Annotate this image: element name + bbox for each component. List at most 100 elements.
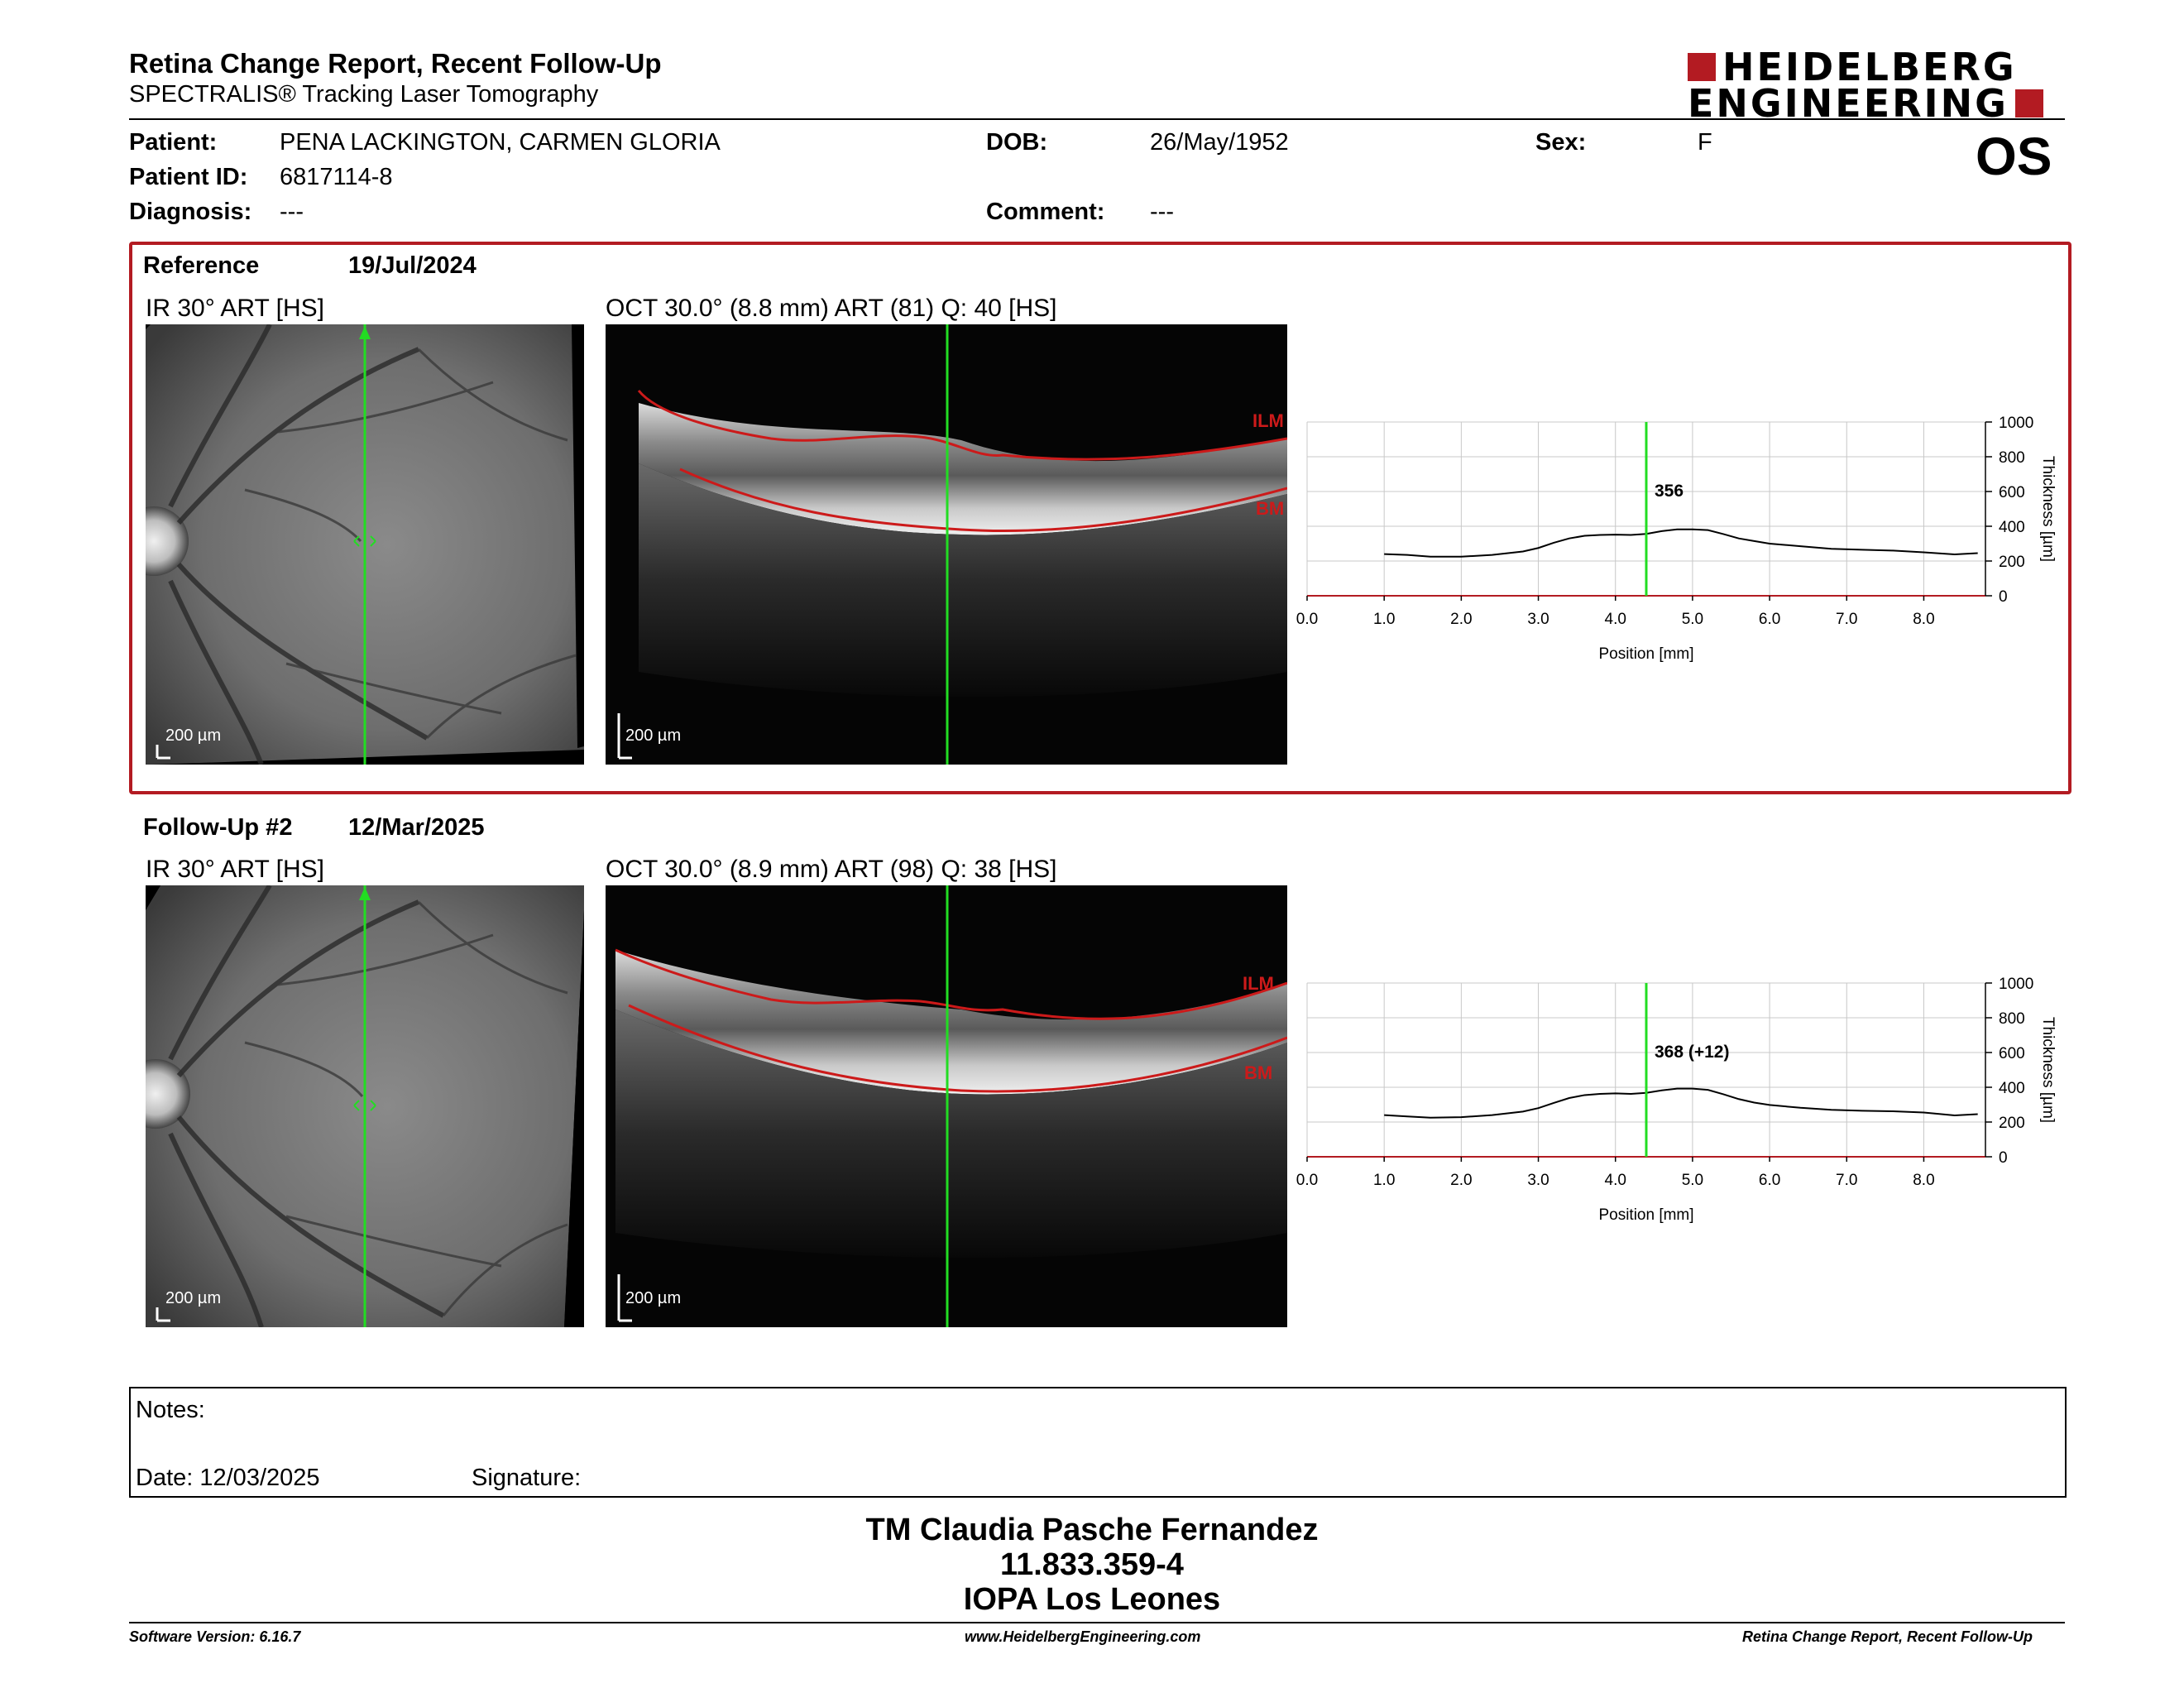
- x-tick-label: 5.0: [1682, 611, 1703, 628]
- sex-label: Sex:: [1535, 129, 1587, 156]
- x-tick-label: 0.0: [1296, 1172, 1318, 1189]
- patient-label: Patient:: [129, 129, 218, 156]
- reference-ilm-line: [637, 390, 1287, 461]
- reference-ir-image: 200 µm: [146, 324, 584, 765]
- patient-id: 6817114-8: [280, 164, 393, 190]
- y-tick-label: 600: [1999, 1045, 2025, 1062]
- logo-line2: ENGINEERING: [1688, 81, 2009, 126]
- reference-label: Reference: [143, 252, 260, 279]
- x-tick-label: 3.0: [1527, 611, 1549, 628]
- diagnosis-value: ---: [280, 199, 304, 225]
- y-tick-label: 400: [1999, 1080, 2025, 1097]
- logo-line1: HEIDELBERG: [1722, 45, 2017, 89]
- brand-logo: HEIDELBERG: [1688, 48, 2017, 86]
- followup-date: 12/Mar/2025: [348, 814, 485, 841]
- reference-ir-fundus: [146, 324, 584, 765]
- footer-software-version: Software Version: 6.16.7: [129, 1628, 301, 1645]
- diagnosis-label: Diagnosis:: [129, 199, 252, 225]
- y-tick-label: 200: [1999, 554, 2025, 571]
- y-tick-label: 200: [1999, 1115, 2025, 1132]
- x-tick-label: 2.0: [1450, 611, 1472, 628]
- reference-oct-image: ILM BM 200 µm: [606, 324, 1287, 765]
- header-divider: [129, 118, 2065, 120]
- comment-value: ---: [1150, 199, 1174, 225]
- x-tick-label: 5.0: [1682, 1172, 1703, 1189]
- y-tick-label: 600: [1999, 484, 2025, 501]
- followup-bm-line: [628, 1004, 1287, 1093]
- reference-bm-label: BM: [1256, 498, 1285, 519]
- x-axis-label: Position [mm]: [1598, 1206, 1693, 1224]
- x-tick-label: 2.0: [1450, 1172, 1472, 1189]
- reference-oct-scale-bar: [617, 713, 632, 760]
- reference-ir-scale: 200 µm: [165, 727, 222, 745]
- marker-value-label: 356: [1655, 482, 1684, 501]
- thickness-series-line: [1384, 528, 1978, 558]
- followup-oct-bscan: [615, 885, 1287, 1327]
- notes-label: Notes:: [136, 1397, 205, 1423]
- report-subtitle: SPECTRALIS® Tracking Laser Tomography: [129, 81, 599, 108]
- y-axis-label: Thickness [µm]: [2039, 456, 2057, 562]
- notes-box: [129, 1387, 2067, 1498]
- footer-divider: [129, 1622, 2065, 1623]
- x-tick-label: 0.0: [1296, 611, 1318, 628]
- x-tick-label: 8.0: [1913, 1172, 1934, 1189]
- y-tick-label: 400: [1999, 519, 2025, 536]
- footer-website: www.HeidelbergEngineering.com: [965, 1628, 1201, 1645]
- patient-id-label: Patient ID:: [129, 164, 248, 190]
- x-tick-label: 1.0: [1373, 1172, 1395, 1189]
- followup-ir-image: 200 µm: [146, 885, 584, 1327]
- marker-value-label: 368 (+12): [1655, 1043, 1729, 1062]
- logo-square-icon: [1688, 53, 1716, 81]
- eye-label: OS: [1976, 127, 2052, 186]
- x-tick-label: 3.0: [1527, 1172, 1549, 1189]
- footer-operator-name: TM Claudia Pasche Fernandez: [865, 1513, 1319, 1547]
- followup-ir-title: IR 30° ART [HS]: [146, 856, 324, 883]
- y-tick-label: 800: [1999, 1010, 2025, 1028]
- dob-value: 26/May/1952: [1150, 129, 1289, 156]
- x-tick-label: 4.0: [1605, 611, 1626, 628]
- x-tick-label: 6.0: [1759, 1172, 1780, 1189]
- followup-ir-scale: 200 µm: [165, 1289, 222, 1307]
- reference-panel: [129, 242, 2071, 794]
- thickness-series-line: [1384, 1087, 1978, 1119]
- followup-thickness-chart: 0 200 400 600 800 1000 0.0 1.0 2.0 3.0 4.0 5.0 6.0 7.…: [1296, 976, 2057, 1224]
- reference-date: 19/Jul/2024: [348, 252, 477, 279]
- scan-arrow-icon: [359, 887, 371, 900]
- reference-oct-scale: 200 µm: [625, 727, 682, 745]
- footer-report-name: Retina Change Report, Recent Follow-Up: [1742, 1628, 2033, 1645]
- reference-ir-scale-bar: [156, 745, 170, 760]
- x-tick-label: 7.0: [1836, 1172, 1857, 1189]
- y-tick-label: 0: [1999, 1149, 2008, 1167]
- x-tick-label: 7.0: [1836, 611, 1857, 628]
- followup-ilm-line: [615, 948, 1287, 1020]
- reference-oct-bscan: [617, 324, 1287, 765]
- footer-operator-id: 11.833.359-4: [1000, 1547, 1184, 1582]
- followup-ir-fundus: [146, 885, 584, 1327]
- followup-label: Follow-Up #2: [143, 814, 293, 841]
- report-title: Retina Change Report, Recent Follow-Up: [129, 48, 662, 79]
- brand-logo-line2: ENGINEERING: [1688, 84, 2043, 122]
- logo-square-icon: [2014, 89, 2043, 117]
- followup-oct-scale: 200 µm: [625, 1289, 682, 1307]
- y-tick-label: 1000: [1999, 976, 2033, 993]
- x-tick-label: 4.0: [1605, 1172, 1626, 1189]
- x-tick-label: 6.0: [1759, 611, 1780, 628]
- dob-label: DOB:: [986, 129, 1048, 156]
- followup-bm-label: BM: [1244, 1062, 1273, 1083]
- y-axis-label: Thickness [µm]: [2039, 1017, 2057, 1123]
- followup-oct-image: ILM BM 200 µm: [606, 885, 1287, 1327]
- followup-oct-title: OCT 30.0° (8.9 mm) ART (98) Q: 38 [HS]: [606, 856, 1057, 883]
- y-tick-label: 1000: [1999, 415, 2033, 432]
- x-tick-label: 8.0: [1913, 611, 1934, 628]
- signature-label: Signature:: [472, 1465, 582, 1491]
- patient-name: PENA LACKINGTON, CARMEN GLORIA: [280, 129, 721, 156]
- followup-ir-scale-bar: [156, 1307, 170, 1322]
- scan-arrow-icon: [359, 326, 371, 339]
- y-tick-label: 800: [1999, 449, 2025, 467]
- x-axis-label: Position [mm]: [1598, 645, 1693, 663]
- notes-date: Date: 12/03/2025: [136, 1465, 320, 1491]
- comment-label: Comment:: [986, 199, 1105, 225]
- reference-oct-title: OCT 30.0° (8.8 mm) ART (81) Q: 40 [HS]: [606, 295, 1057, 322]
- x-tick-label: 1.0: [1373, 611, 1395, 628]
- reference-thickness-chart: 0 200 400 600 800 1000 0.0 1.0 2.0 3.0 4.0 5.0 6.0 7.…: [1296, 415, 2057, 663]
